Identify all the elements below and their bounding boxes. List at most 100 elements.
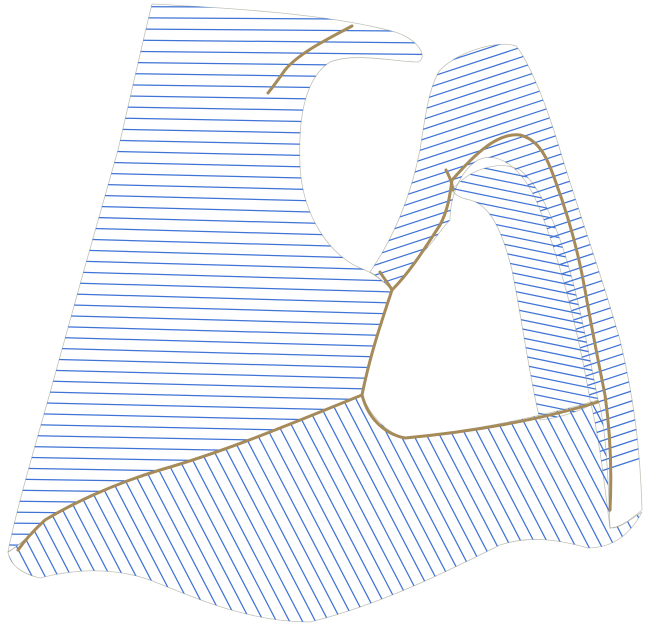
ruling-line — [8, 395, 100, 622]
ruling-line — [8, 71, 423, 79]
ruling-line — [8, 533, 423, 539]
ruling-line — [8, 423, 423, 434]
ruling-line — [553, 395, 642, 622]
bottom-sheet-surface — [7, 394, 643, 623]
ruling-line — [540, 395, 642, 622]
ruling-line — [20, 395, 152, 622]
ruling-line — [370, 44, 642, 91]
ruling-line — [8, 203, 423, 216]
ruling-line — [370, 44, 642, 111]
ruling-line — [592, 395, 642, 622]
ruling-line — [370, 244, 642, 341]
ruling-line — [189, 395, 321, 622]
ruling-line — [370, 44, 642, 131]
ruling-line — [8, 335, 423, 349]
ruling-line — [8, 115, 423, 125]
bottom-left-seam-curve — [16, 393, 364, 552]
ruling-line — [370, 64, 642, 161]
ruling-line — [370, 174, 642, 271]
ruling-line — [8, 181, 423, 194]
ruling-line — [8, 324, 423, 338]
ruling-line — [8, 395, 74, 622]
ruling-line — [8, 258, 423, 272]
ruling-line — [452, 347, 598, 384]
ruling-line — [8, 27, 423, 32]
ruling-line — [371, 395, 503, 622]
ruling-line — [370, 274, 642, 371]
ruling-line — [8, 93, 423, 102]
ruling-line — [319, 395, 451, 622]
ruling-line — [452, 212, 598, 249]
ruling-line — [8, 126, 423, 136]
ruling-line — [8, 247, 423, 261]
ruling-line — [8, 395, 9, 622]
ruling-line — [8, 357, 423, 370]
ruling-line — [8, 82, 423, 90]
inner-arch-surface — [451, 165, 599, 421]
ruling-line — [358, 395, 490, 622]
ruling-line — [370, 234, 642, 331]
ruling-line — [8, 467, 423, 476]
ruling-line — [452, 194, 598, 231]
ruling-line — [370, 164, 642, 261]
ruling-line — [370, 44, 642, 141]
ruling-line — [8, 137, 423, 148]
ruling-line — [370, 364, 642, 461]
ruling-line — [370, 134, 642, 231]
ruling-line — [8, 395, 113, 622]
ruling-line — [8, 395, 61, 622]
ruling-line — [8, 49, 423, 56]
ruling-line — [370, 44, 642, 121]
ruling-line — [8, 214, 423, 227]
ruling-line — [452, 329, 598, 366]
ruling-line — [370, 224, 642, 321]
ruling-line — [8, 269, 423, 283]
ruling-line — [452, 392, 598, 420]
ruling-line — [370, 94, 642, 191]
ruling-line — [370, 214, 642, 311]
ruling-line — [332, 395, 464, 622]
ruling-line — [452, 176, 598, 213]
arch-top-seam-curve — [444, 168, 455, 192]
right-arch-rulings — [370, 44, 642, 529]
ruling-line — [8, 395, 126, 622]
ruling-line — [8, 170, 423, 182]
center-seam-curve — [360, 270, 394, 397]
seam-curves — [16, 24, 613, 552]
ruling-line — [370, 254, 642, 351]
ruling-line — [8, 544, 423, 549]
ruling-line — [370, 354, 642, 451]
left-panel-rulings — [0, 5, 430, 558]
ruling-line — [452, 167, 598, 204]
ruling-line — [370, 104, 642, 201]
ruling-line — [8, 390, 423, 402]
ruling-line — [293, 395, 425, 622]
ruling-line — [452, 185, 598, 222]
ruling-line — [8, 456, 423, 466]
bottom-sheet-rulings — [8, 395, 642, 622]
ruling-line — [452, 410, 598, 420]
ruling-line — [8, 522, 423, 528]
ruling-line — [0, 556, 430, 558]
ruling-line — [370, 44, 642, 101]
ruling-line — [370, 114, 642, 211]
ruling-line — [452, 302, 598, 339]
ruling-line — [280, 395, 412, 622]
ruling-line — [8, 104, 423, 113]
ruling-line — [8, 148, 423, 159]
ruling-line — [8, 280, 423, 294]
ruling-line — [397, 395, 529, 622]
ruling-line — [8, 16, 423, 21]
ruling-line — [8, 395, 22, 622]
ruling-line — [514, 395, 642, 622]
ruling-line — [8, 236, 423, 250]
left-panel-surface — [0, 3, 430, 558]
ruling-line — [370, 324, 642, 421]
ruling-line — [345, 395, 477, 622]
ruling-line — [8, 313, 423, 327]
right-arch-surface — [369, 43, 643, 529]
ruling-line — [8, 38, 423, 44]
ruling-line — [8, 225, 423, 239]
ruling-line — [452, 239, 598, 276]
